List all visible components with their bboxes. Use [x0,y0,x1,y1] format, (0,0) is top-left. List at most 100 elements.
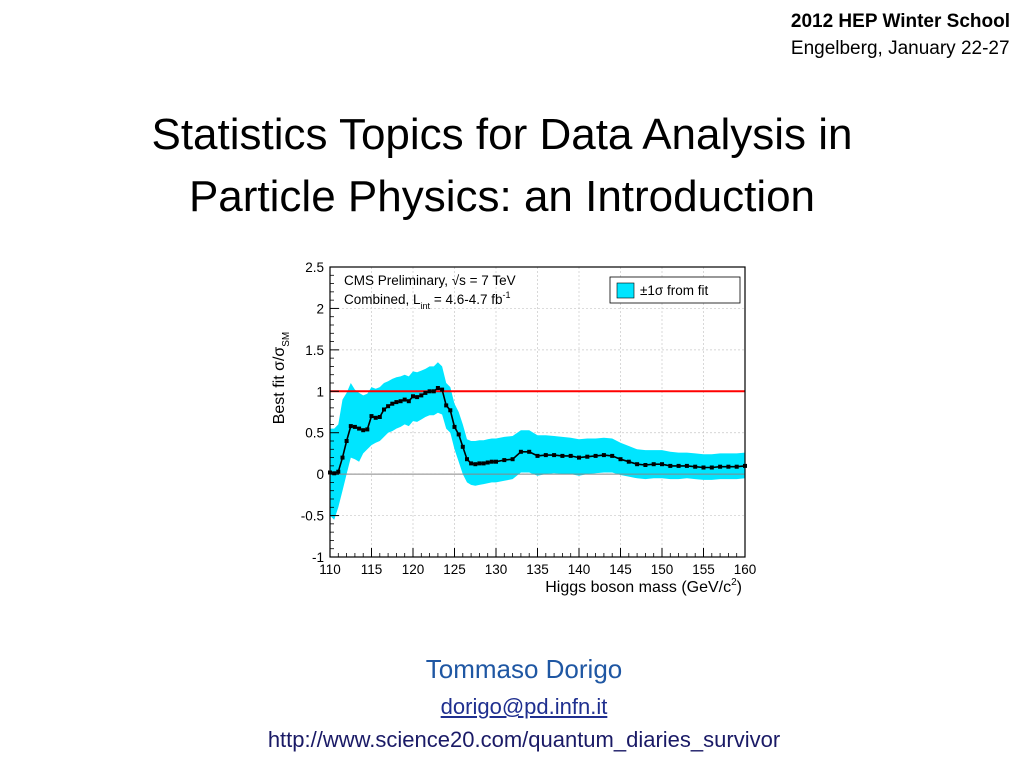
y-tick-label: 2 [316,301,324,316]
school-name: 2012 HEP Winter School [790,11,1010,32]
data-point [431,389,436,394]
data-point [444,403,449,408]
data-point [485,460,490,465]
data-point [423,390,428,395]
data-point [510,457,515,462]
data-point [660,462,664,467]
data-point [369,414,374,419]
data-point [452,424,457,429]
data-point [481,461,486,466]
data-point [344,439,349,443]
data-point [560,453,565,458]
data-point [701,465,706,470]
data-point [406,399,411,404]
data-point [460,444,465,449]
data-point [651,462,656,467]
data-point [734,464,739,469]
data-point [386,404,391,409]
x-tick-label: 155 [692,562,715,577]
data-point [340,455,345,460]
y-tick-label: 0 [316,467,324,482]
data-point [419,393,424,398]
y-tick-label: 1.5 [305,343,324,358]
data-point [635,462,640,467]
slide-title: Statistics Topics for Data Analysis in P… [0,104,1004,228]
data-point [676,463,681,468]
legend: ±1σ from fit [609,276,741,304]
data-point [543,453,548,458]
data-point [693,464,698,469]
y-tick-label: 1 [316,384,324,399]
data-point [377,415,382,419]
data-point [336,469,341,474]
data-point [390,401,395,406]
x-tick-label: 115 [361,562,383,577]
data-point [718,464,723,469]
author-blog-link[interactable]: http://www.science20.com/quantum_diaries… [267,727,781,752]
title-line-1: Statistics Topics for Data Analysis in [151,110,853,159]
data-point [489,459,494,464]
y-tick-label: -0.5 [301,509,324,524]
data-point [477,461,482,466]
data-point [518,449,523,454]
data-point [709,465,714,470]
data-point [473,462,478,467]
data-point [415,395,420,400]
data-point [535,453,540,458]
x-tick-label: 145 [609,562,632,577]
data-point [585,454,590,459]
data-point [626,459,631,464]
x-tick-label: 125 [443,562,466,577]
axis-ticks: 110 115 120 125 130 135 140 145 150 155 160-1-0.50… [301,260,757,577]
data-point [382,407,386,412]
data-point [527,449,532,454]
data-point [440,387,445,392]
author-name: Tommaso Dorigo [425,654,623,684]
data-point [411,394,415,399]
event-info: 2012 HEP Winter School Engelberg, Januar… [791,8,1010,62]
y-tick-label: 0.5 [305,426,324,441]
data-point [552,453,557,458]
x-tick-label: 140 [568,562,591,577]
title-line-2: Particle Physics: an Introduction [188,172,816,221]
author-email-link[interactable]: dorigo@pd.infn.it [440,694,608,719]
data-point [456,432,461,437]
sigma-band [330,362,745,520]
y-axis-label: Best fit σ/σSM [271,332,292,425]
best-fit-points [328,386,747,476]
data-point [568,453,573,458]
data-point [373,415,378,420]
legend-label: ±1σ from fit [640,283,709,298]
x-tick-label: 150 [651,562,674,577]
data-point [427,389,432,394]
event-place-date: Engelberg, January 22-27 [790,38,1010,59]
x-tick-label: 110 [319,562,341,577]
data-point [502,458,507,463]
data-point [469,461,474,466]
data-point [494,459,498,464]
data-point [365,427,370,432]
data-point [352,424,357,429]
x-tick-label: 135 [526,562,549,577]
data-point [435,386,440,390]
data-point [601,453,606,458]
data-point [402,397,407,402]
data-point [618,457,623,462]
best-fit-mass-plot: 110 115 120 125 130 135 140 145 150 155 160-1-0.50… [271,260,757,596]
data-point [332,471,337,476]
x-axis-label: Higgs boson mass (GeV/c2) [545,577,742,596]
data-point [357,426,362,431]
data-point [361,428,366,433]
data-point [577,455,581,460]
y-tick-label: -1 [312,550,324,565]
data-point [593,453,598,458]
data-point [668,463,673,468]
data-point [684,463,689,468]
data-point [348,424,353,429]
legend-swatch [616,282,635,299]
data-point [394,400,399,405]
cms-annotation: CMS Preliminary, √s = 7 TeV [344,273,516,288]
x-tick-label: 130 [485,562,508,577]
y-tick-label: 2.5 [305,260,324,275]
data-point [398,399,403,404]
